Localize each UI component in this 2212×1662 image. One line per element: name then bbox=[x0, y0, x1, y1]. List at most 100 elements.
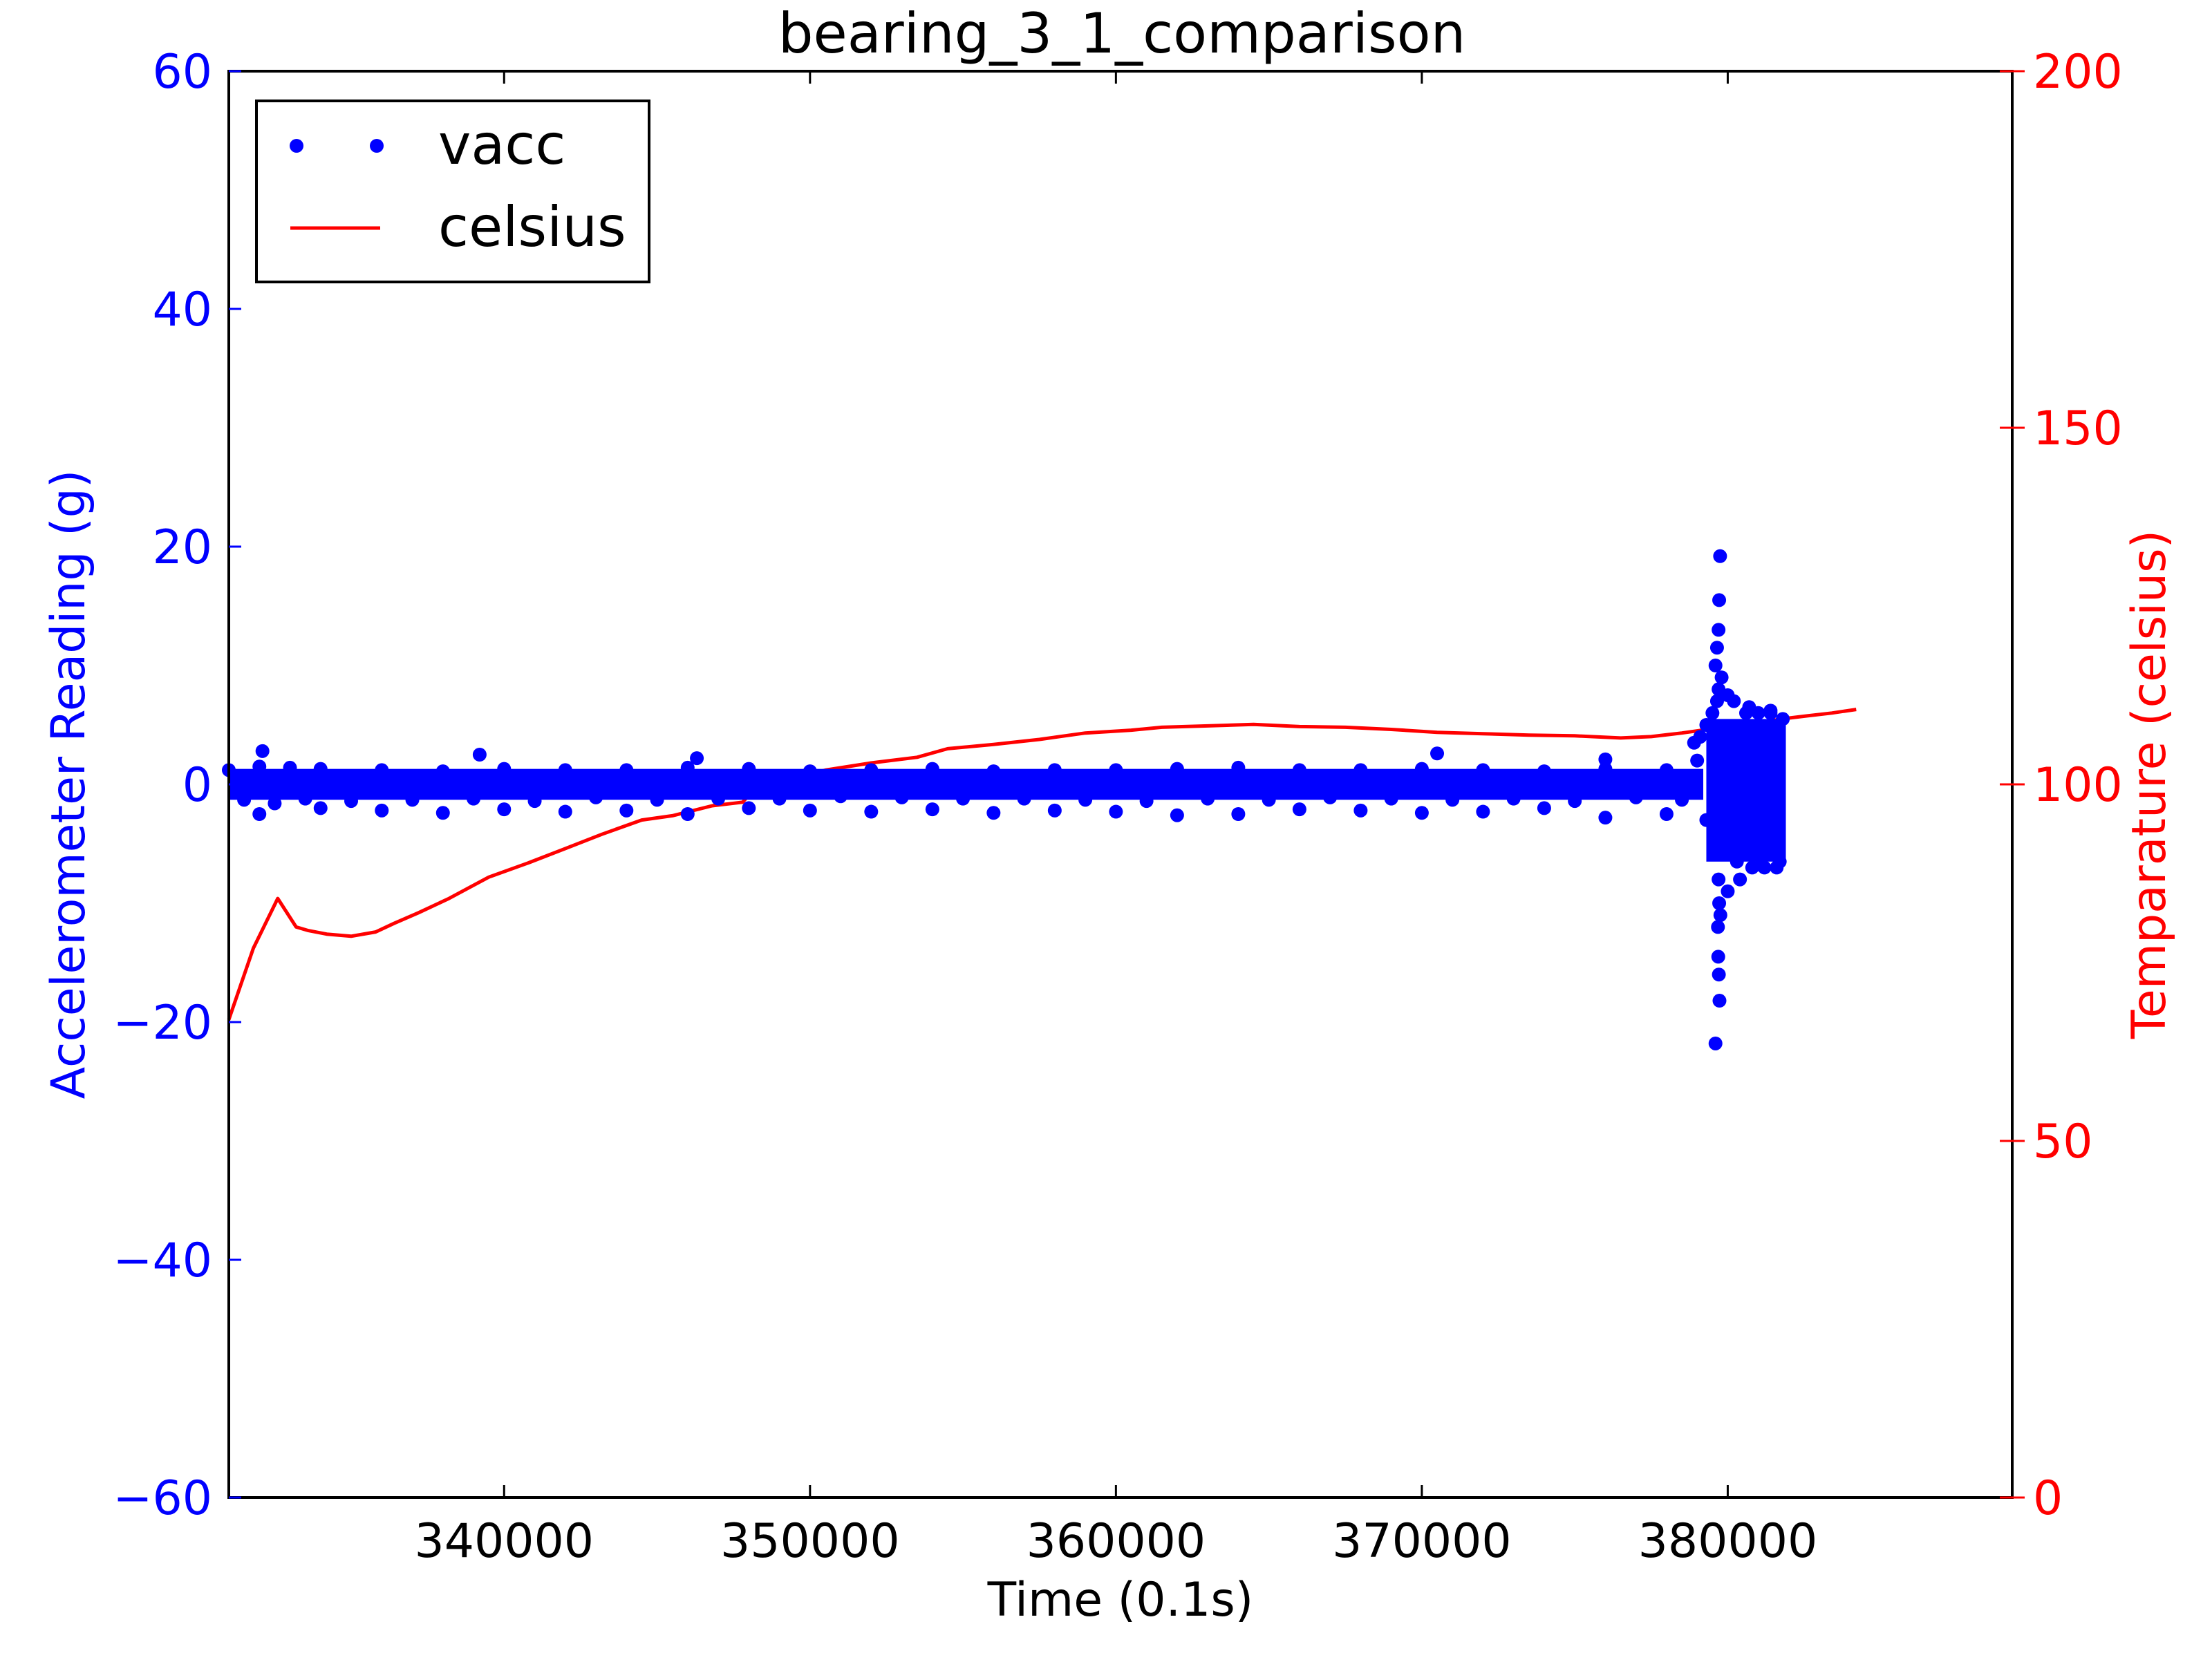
vacc-point bbox=[864, 804, 879, 819]
vacc-point bbox=[1384, 791, 1398, 806]
vacc-point bbox=[1598, 811, 1613, 825]
vacc-point bbox=[803, 764, 817, 779]
vacc-point bbox=[589, 790, 603, 804]
vacc-point bbox=[1754, 858, 1769, 872]
vacc-point bbox=[680, 807, 695, 821]
vacc-point bbox=[1353, 803, 1368, 818]
vacc-point bbox=[435, 806, 450, 820]
vacc-point bbox=[1730, 854, 1744, 869]
vacc-point bbox=[1292, 802, 1306, 817]
vacc-point bbox=[1445, 793, 1460, 807]
legend-label-vacc: vacc bbox=[438, 113, 565, 177]
vacc-point bbox=[1139, 794, 1154, 809]
vacc-point bbox=[1712, 593, 1727, 607]
vacc-point bbox=[1231, 760, 1246, 775]
vacc-point bbox=[1476, 763, 1490, 777]
vacc-point bbox=[237, 793, 252, 807]
x-tick-label: 370000 bbox=[1332, 1514, 1512, 1569]
vacc-point bbox=[467, 791, 481, 806]
vacc-point bbox=[1709, 694, 1724, 708]
vacc-point bbox=[1506, 791, 1521, 806]
x-tick-label: 380000 bbox=[1638, 1514, 1818, 1569]
vacc-point bbox=[558, 804, 572, 819]
vacc-point bbox=[956, 791, 971, 806]
legend: vacc celsius bbox=[255, 100, 650, 283]
x-axis-label: Time (0.1s) bbox=[987, 1573, 1254, 1627]
vacc-burst-band bbox=[1706, 719, 1786, 862]
vacc-point bbox=[1047, 763, 1062, 777]
vacc-point bbox=[1699, 718, 1714, 732]
right-y-axis: 0 50 100 150 200 bbox=[2000, 45, 2123, 1526]
vacc-point bbox=[1537, 801, 1551, 815]
vacc-point bbox=[252, 759, 267, 774]
right-y-axis-label: Temparature (celsius) bbox=[2122, 530, 2177, 1039]
vacc-point bbox=[1708, 1036, 1723, 1050]
vacc-point bbox=[283, 760, 297, 775]
left-y-tick-label: 0 bbox=[182, 758, 212, 813]
left-y-tick-label: −60 bbox=[113, 1471, 212, 1526]
left-y-tick-label: 60 bbox=[152, 45, 212, 100]
vacc-point bbox=[834, 789, 848, 804]
vacc-point bbox=[742, 762, 756, 776]
vacc-point bbox=[650, 793, 664, 807]
left-y-axis-label: Accelerometer Reading (g) bbox=[41, 470, 96, 1099]
vacc-point bbox=[711, 791, 726, 806]
vacc-point bbox=[1721, 884, 1735, 898]
right-y-tick-label: 0 bbox=[2033, 1471, 2063, 1526]
left-y-tick-label: −20 bbox=[113, 996, 212, 1050]
vacc-point bbox=[925, 802, 939, 817]
vacc-point bbox=[1262, 793, 1276, 807]
vacc-point bbox=[1170, 808, 1184, 822]
vacc-point bbox=[803, 803, 817, 818]
vacc-point bbox=[344, 794, 359, 809]
vacc-point bbox=[1414, 806, 1429, 820]
vacc-point bbox=[1699, 813, 1714, 827]
vacc-point bbox=[1659, 807, 1674, 821]
vacc-point bbox=[558, 763, 572, 777]
legend-marker-vacc-left bbox=[290, 139, 303, 153]
vacc-point bbox=[1017, 791, 1031, 806]
right-y-tick-label: 150 bbox=[2033, 402, 2123, 456]
vacc-point bbox=[497, 762, 512, 776]
celsius-line bbox=[227, 708, 1857, 1021]
legend-box bbox=[255, 100, 650, 283]
right-y-tick-label: 50 bbox=[2033, 1115, 2093, 1169]
celsius-series bbox=[227, 708, 1857, 1021]
vacc-point bbox=[1693, 730, 1707, 744]
vacc-point bbox=[497, 802, 512, 817]
vacc-point bbox=[986, 806, 1001, 820]
left-y-tick-label: 20 bbox=[152, 520, 212, 575]
vacc-point bbox=[1047, 803, 1062, 818]
vacc-point bbox=[680, 760, 695, 775]
vacc-point bbox=[1712, 623, 1726, 637]
vacc-point bbox=[1170, 762, 1184, 776]
vacc-point bbox=[375, 763, 389, 777]
vacc-point bbox=[1712, 896, 1727, 910]
vacc-point bbox=[742, 801, 756, 815]
vacc-point bbox=[1721, 688, 1735, 702]
vacc-point bbox=[1292, 763, 1306, 777]
vacc-point bbox=[255, 744, 270, 758]
vacc-point bbox=[252, 807, 267, 821]
vacc-point bbox=[1078, 793, 1093, 807]
vacc-point bbox=[1231, 807, 1246, 821]
vacc-point bbox=[435, 764, 450, 779]
vacc-point bbox=[925, 762, 939, 776]
x-tick-label: 350000 bbox=[720, 1514, 900, 1569]
vacc-point bbox=[1629, 790, 1643, 804]
x-tick-label: 340000 bbox=[414, 1514, 594, 1569]
vacc-point bbox=[1713, 908, 1727, 923]
vacc-series bbox=[222, 549, 1790, 1050]
vacc-point bbox=[1712, 967, 1726, 982]
vacc-point bbox=[1714, 670, 1729, 685]
vacc-point bbox=[375, 803, 389, 818]
vacc-point bbox=[1537, 764, 1551, 779]
vacc-point bbox=[1109, 804, 1123, 819]
x-tick-label: 360000 bbox=[1027, 1514, 1206, 1569]
vacc-point bbox=[1353, 763, 1368, 777]
vacc-point bbox=[298, 791, 312, 806]
vacc-point bbox=[1109, 763, 1123, 777]
vacc-point bbox=[527, 794, 542, 809]
